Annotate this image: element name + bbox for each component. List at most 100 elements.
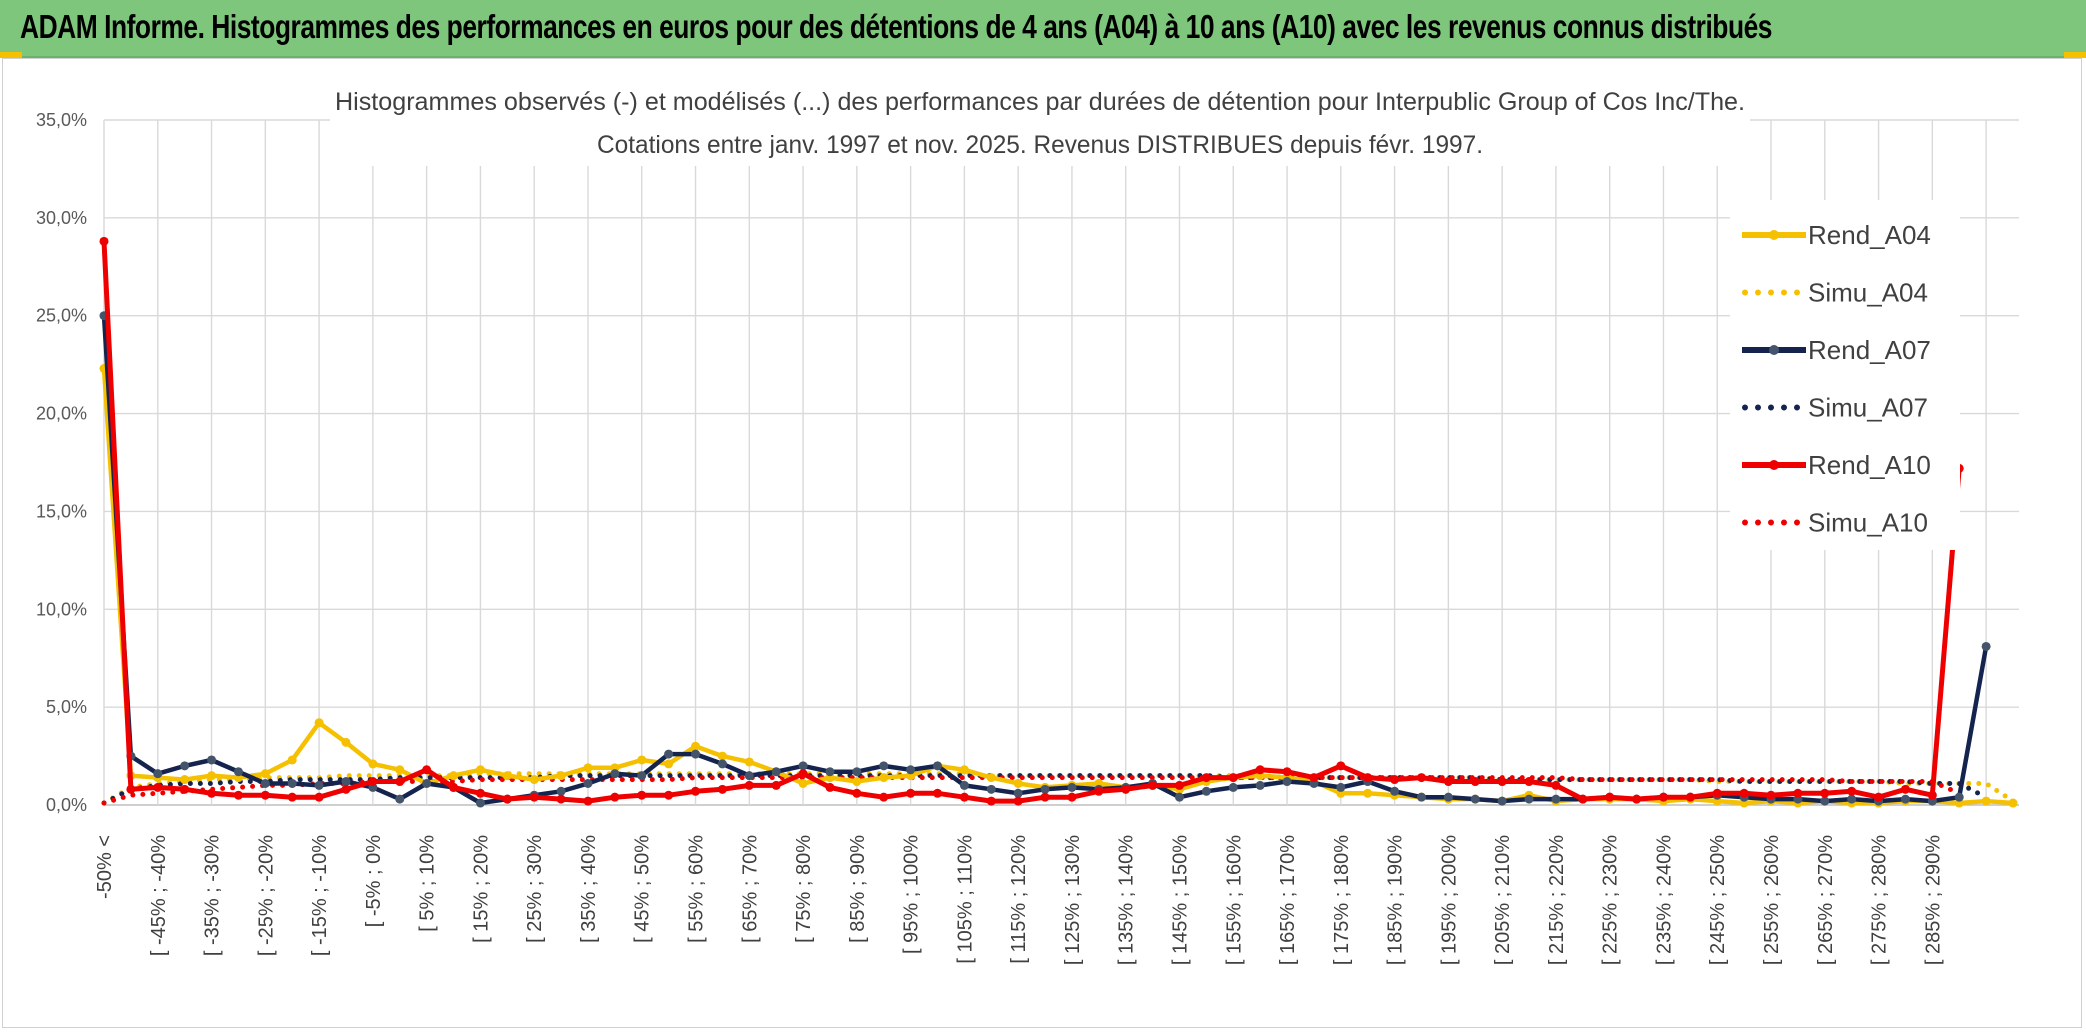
point-Rend_A10-51 (1470, 777, 1480, 787)
point-Rend_A04-6 (260, 769, 270, 779)
point-Rend_A10-58 (1658, 792, 1668, 802)
legend-label-Simu_A10: Simu_A10 (1808, 508, 1928, 538)
x-tick-label: [ 215% ; 220% (1546, 835, 1568, 965)
point-Rend_A10-30 (906, 788, 916, 798)
series-line-Simu_A10 (101, 775, 1962, 806)
point-Rend_A10-36 (1067, 792, 1077, 802)
x-tick-label: [ 225% ; 230% (1600, 835, 1622, 965)
point-Rend_A04-14 (475, 765, 485, 775)
y-tick-label: 20,0% (36, 404, 87, 424)
point-Rend_A10-27 (825, 782, 835, 792)
point-Rend_A07-64 (1820, 796, 1830, 806)
legend-item-Simu_A10: Simu_A10 (1742, 508, 1928, 538)
legend: Rend_A04 Simu_A04 Rend_A07 Simu_A07 Rend_A10… (1742, 220, 1931, 538)
point-Rend_A07-70 (1981, 641, 1991, 651)
point-Rend_A10-34 (1013, 796, 1023, 806)
y-axis-ticks: 0,0% 5,0% 10,0% 15,0% 20,0% 25,0% 30,0% 35,0% (36, 110, 87, 815)
point-Rend_A10-44 (1282, 767, 1292, 777)
point-Rend_A04-20 (637, 755, 647, 765)
point-Rend_A07-51 (1470, 794, 1480, 804)
point-Rend_A10-21 (664, 790, 674, 800)
point-Rend_A10-15 (502, 794, 512, 804)
point-Rend_A10-56 (1605, 792, 1615, 802)
x-tick-label: -50% < (94, 835, 116, 899)
point-Rend_A04-24 (744, 757, 754, 767)
point-Rend_A04-21 (664, 759, 674, 769)
x-tick-label: [ 285% ; 290% (1922, 835, 1944, 965)
point-Rend_A10-62 (1766, 790, 1776, 800)
point-Rend_A07-44 (1282, 777, 1292, 787)
point-Rend_A07-34 (1013, 788, 1023, 798)
point-Rend_A10-23 (717, 784, 727, 794)
series-line-Rend_A10 (101, 241, 1962, 804)
point-Rend_A07-32 (959, 780, 969, 790)
corner-accent-left (0, 52, 22, 58)
point-Rend_A07-40 (1174, 792, 1184, 802)
point-Rend_A10-48 (1390, 775, 1400, 785)
point-Rend_A10-60 (1712, 788, 1722, 798)
point-Rend_A10-50 (1443, 777, 1453, 787)
legend-background (1730, 200, 1960, 550)
point-Rend_A10-37 (1094, 786, 1104, 796)
x-tick-label: [ 185% ; 190% (1385, 835, 1407, 965)
point-Rend_A04-29 (879, 773, 889, 783)
point-Rend_A10-14 (475, 788, 485, 798)
point-Rend_A04-9 (341, 737, 351, 747)
point-Rend_A10-38 (1121, 784, 1131, 794)
point-Rend_A07-49 (1416, 792, 1426, 802)
x-tick-label: [ 45% ; 50% (632, 835, 654, 943)
point-Rend_A04-11 (395, 765, 405, 775)
point-Rend_A04-26 (798, 778, 808, 788)
point-Rend_A10-39 (1148, 780, 1158, 790)
series-Rend_A07 (99, 311, 1991, 808)
point-Rend_A07-65 (1847, 794, 1857, 804)
point-Rend_A10-22 (691, 786, 701, 796)
point-Rend_A10-18 (583, 796, 593, 806)
point-Rend_A07-33 (986, 784, 996, 794)
x-tick-label: [ 85% ; 90% (847, 835, 869, 943)
point-Rend_A10-33 (986, 796, 996, 806)
point-Rend_A10-11 (395, 777, 405, 787)
point-Rend_A10-64 (1820, 788, 1830, 798)
point-Rend_A10-0 (99, 236, 109, 246)
point-Rend_A10-4 (207, 788, 217, 798)
point-Rend_A10-45 (1309, 773, 1319, 783)
point-Rend_A04-17 (556, 771, 566, 781)
point-Rend_A10-25 (771, 780, 781, 790)
legend-marker-Rend_A07 (1769, 345, 1779, 355)
point-Rend_A10-40 (1174, 780, 1184, 790)
point-Rend_A10-49 (1416, 773, 1426, 783)
legend-label-Rend_A04: Rend_A04 (1808, 220, 1931, 250)
point-Rend_A07-52 (1497, 796, 1507, 806)
point-Rend_A04-15 (502, 771, 512, 781)
title-background (330, 80, 1750, 166)
x-tick-label: [ 135% ; 140% (1116, 835, 1138, 965)
point-Rend_A07-5 (233, 767, 243, 777)
chart-title: Histogrammes observés (-) et modélisés (… (335, 88, 1745, 116)
point-Rend_A04-7 (287, 755, 297, 765)
series-Rend_A04 (99, 364, 2018, 808)
point-Rend_A07-35 (1040, 784, 1050, 794)
vertical-gridlines (103, 120, 1987, 805)
point-Rend_A10-54 (1551, 780, 1561, 790)
x-tick-label: [ 25% ; 30% (524, 835, 546, 943)
point-Rend_A04-28 (852, 777, 862, 787)
x-tick-label: [ 155% ; 160% (1223, 835, 1245, 965)
point-Rend_A04-22 (691, 741, 701, 751)
point-Rend_A10-29 (879, 792, 889, 802)
x-tick-label: [ 15% ; 20% (470, 835, 492, 943)
point-Rend_A04-32 (959, 765, 969, 775)
point-Rend_A10-20 (637, 790, 647, 800)
point-Rend_A07-41 (1201, 786, 1211, 796)
point-Rend_A04-13 (449, 771, 459, 781)
chart-frame (2, 58, 2082, 1028)
point-Rend_A10-31 (933, 788, 943, 798)
point-Rend_A04-8 (314, 718, 324, 728)
chart-subtitle: Cotations entre janv. 1997 et nov. 2025.… (597, 131, 1483, 159)
point-Rend_A10-2 (153, 782, 163, 792)
x-axis-ticks: -50% < [ -45% ; -40% [ -35% ; -30% [ -25% ;… (94, 835, 1944, 965)
x-tick-label: [ -25% ; -20% (255, 835, 277, 956)
point-Rend_A07-9 (341, 777, 351, 787)
point-Rend_A07-29 (879, 761, 889, 771)
